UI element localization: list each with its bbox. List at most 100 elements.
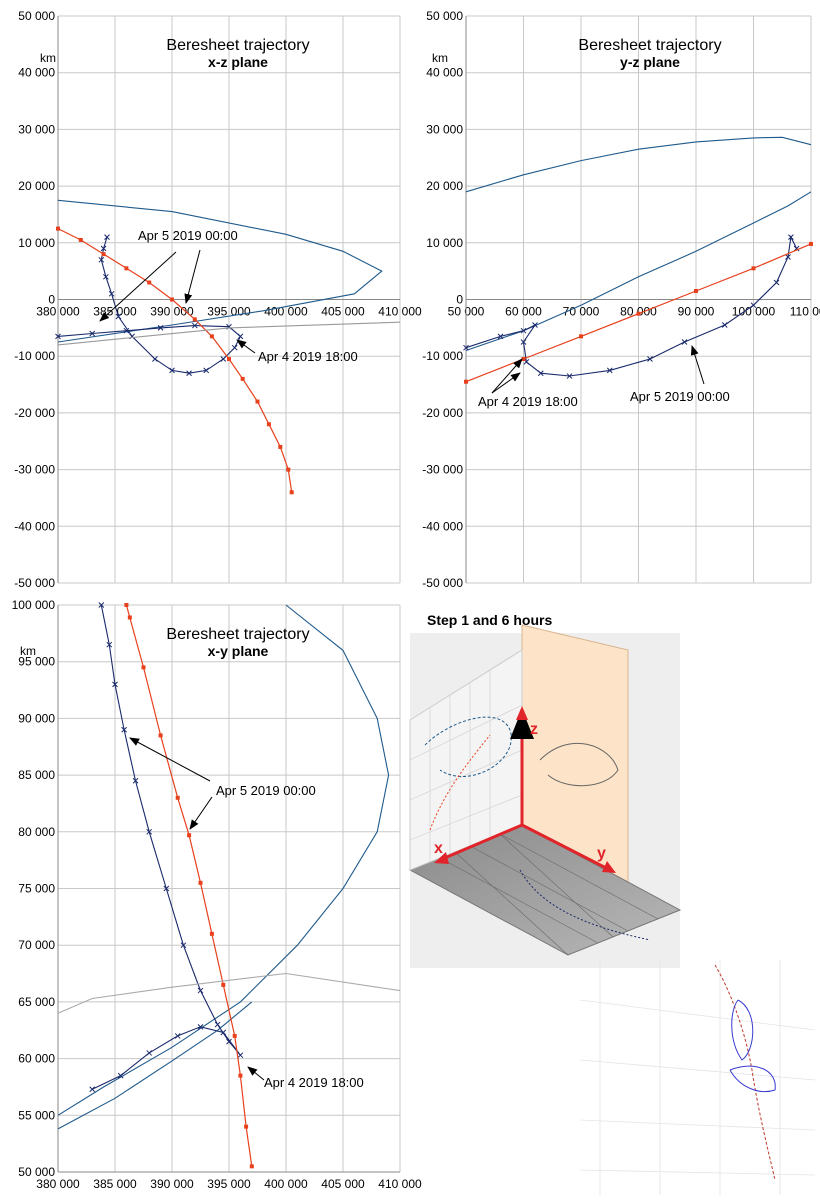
x-tick-label: 405 000 — [321, 1177, 365, 1191]
annotation-label: Apr 4 2019 18:00 — [258, 349, 358, 364]
data-point — [220, 356, 227, 362]
chart-xy-plane: 100 000 95 000 90 000 85 000 80 000 75 000 70 … — [12, 598, 422, 1191]
x-tick-label: 410 000 — [378, 305, 422, 319]
data-point — [127, 615, 132, 620]
data-point — [152, 356, 158, 362]
data-point — [175, 795, 180, 800]
data-point — [124, 266, 129, 271]
x-tick-label: 410 000 — [378, 1177, 422, 1191]
y-tick-label: 85 000 — [18, 768, 55, 782]
data-point — [106, 641, 113, 648]
x-axis-arrow — [439, 823, 523, 862]
y-tick-label: 95 000 — [18, 655, 55, 669]
data-point — [192, 317, 197, 322]
data-point — [249, 1164, 254, 1169]
data-point — [115, 313, 122, 320]
data-point — [231, 344, 238, 351]
data-point — [463, 344, 469, 351]
y-tick-label: 70 000 — [18, 938, 55, 952]
plotly-3d-thumbnail — [579, 960, 816, 1195]
y-tick-label: 50 000 — [426, 9, 463, 23]
annotation-arrow — [129, 737, 211, 782]
unit-label: km — [20, 644, 36, 658]
data-point — [187, 833, 192, 838]
y-tick-label: 50 000 — [18, 1165, 55, 1179]
y-tick-label: 0 — [48, 293, 55, 307]
data-point — [809, 241, 813, 246]
series-line-2 — [57, 228, 293, 493]
series-line-0 — [57, 604, 390, 1116]
data-point — [158, 733, 163, 738]
x-tick-label: 110 000 — [790, 305, 820, 319]
y-tick-label: 40 000 — [18, 66, 55, 80]
data-point — [132, 777, 139, 784]
x-tick-label: 405 000 — [321, 305, 365, 319]
data-point — [721, 322, 728, 328]
annotation-label: Apr 5 2019 00:00 — [138, 228, 238, 243]
annotation-arrow — [491, 372, 521, 394]
annotation-label: Apr 5 2019 00:00 — [216, 783, 316, 798]
x-tick-label: 60 000 — [505, 305, 542, 319]
data-point — [464, 379, 468, 384]
y-tick-label: 20 000 — [426, 179, 463, 193]
data-point — [141, 665, 146, 670]
y-tick-label: -50 000 — [14, 576, 55, 590]
y-tick-label: 75 000 — [18, 882, 55, 896]
y-tick-label: 80 000 — [18, 825, 55, 839]
data-point — [244, 1124, 249, 1129]
data-point — [98, 602, 105, 608]
data-point — [785, 254, 791, 260]
x-axis-letter: x — [434, 840, 443, 857]
annotation-arrow — [491, 358, 523, 394]
series-line-0 — [465, 136, 812, 193]
data-point — [56, 226, 60, 231]
chart-title: Beresheet trajectory — [578, 37, 721, 54]
y-tick-label: 50 000 — [18, 9, 55, 23]
data-point — [121, 726, 127, 733]
chart-subtitle: x-z plane — [208, 54, 268, 70]
y-tick-label: 55 000 — [18, 1108, 55, 1122]
chart-title: Beresheet trajectory — [166, 626, 309, 643]
data-point — [198, 880, 203, 885]
annotation-arrow — [184, 249, 201, 304]
data-point — [232, 1033, 237, 1038]
y-tick-label: 65 000 — [18, 995, 55, 1009]
data-point — [286, 467, 291, 472]
data-point — [103, 273, 109, 280]
chart-subtitle: x-y plane — [208, 643, 269, 659]
y-tick-label: 40 000 — [426, 66, 463, 80]
y-tick-label: 30 000 — [18, 122, 55, 136]
annotation-arrow — [189, 796, 213, 830]
data-point — [101, 252, 106, 257]
y-tick-label: 20 000 — [18, 179, 55, 193]
y-tick-label: 10 000 — [426, 236, 463, 250]
data-point — [147, 280, 152, 285]
x-tick-label: 100 000 — [732, 305, 776, 319]
chart-subtitle: y-z plane — [620, 54, 680, 70]
data-point — [240, 376, 245, 381]
annotation-arrow — [247, 1066, 265, 1081]
data-point — [104, 234, 110, 240]
y-tick-label: -10 000 — [422, 349, 463, 363]
data-point — [123, 327, 130, 334]
x-tick-label: 70 000 — [563, 305, 600, 319]
y-tick-label: -40 000 — [422, 519, 463, 533]
y-tick-label: -50 000 — [422, 576, 463, 590]
diagram-trajectory-xz — [429, 734, 491, 831]
data-point — [78, 237, 83, 242]
data-point — [108, 290, 115, 297]
x-tick-label: 390 000 — [150, 305, 194, 319]
x-tick-label: 390 000 — [150, 1177, 194, 1191]
data-point — [124, 603, 129, 607]
data-point — [186, 370, 192, 377]
annotation-arrow — [236, 339, 256, 354]
y-axis-arrow — [521, 823, 611, 872]
data-point — [203, 367, 210, 374]
data-point — [227, 357, 231, 362]
y-tick-label: -30 000 — [14, 463, 55, 477]
y-tick-label: 0 — [456, 293, 463, 307]
data-point — [191, 322, 198, 329]
data-point — [532, 322, 538, 328]
unit-label: km — [40, 51, 56, 65]
